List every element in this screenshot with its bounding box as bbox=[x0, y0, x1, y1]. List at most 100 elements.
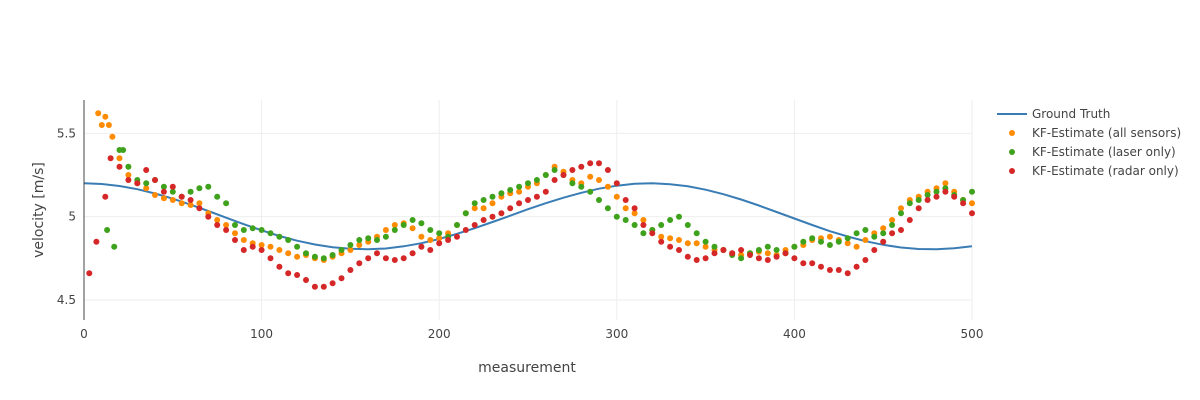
point-series-2 bbox=[427, 227, 434, 233]
legend[interactable]: Ground Truth KF-Estimate (all sensors) KF-… bbox=[997, 107, 1181, 178]
point-series-1 bbox=[622, 205, 629, 212]
point-series-1 bbox=[693, 240, 700, 247]
point-series-2 bbox=[658, 222, 665, 228]
point-series-1 bbox=[152, 192, 158, 198]
point-series-3 bbox=[445, 237, 452, 243]
point-series-2 bbox=[303, 250, 309, 257]
point-series-1 bbox=[676, 237, 682, 243]
point-series-3 bbox=[240, 247, 247, 253]
point-series-2 bbox=[311, 253, 318, 260]
point-series-2 bbox=[711, 243, 718, 250]
point-series-3 bbox=[826, 267, 833, 273]
point-series-1 bbox=[862, 237, 869, 243]
point-series-1 bbox=[232, 230, 238, 237]
point-series-1 bbox=[969, 200, 975, 207]
point-series-3 bbox=[604, 167, 611, 173]
y-tick-label: 5 bbox=[68, 210, 76, 224]
point-series-3 bbox=[942, 188, 949, 195]
point-series-2 bbox=[498, 190, 505, 197]
point-series-2 bbox=[391, 227, 398, 233]
point-series-3 bbox=[569, 167, 576, 173]
point-series-1 bbox=[102, 113, 109, 120]
point-series-1 bbox=[658, 233, 665, 240]
point-series-3 bbox=[454, 233, 460, 240]
point-series-1 bbox=[391, 222, 398, 228]
point-series-1 bbox=[143, 185, 150, 192]
point-series-1 bbox=[471, 205, 478, 212]
point-series-3 bbox=[622, 197, 629, 203]
point-series-1 bbox=[880, 225, 887, 232]
legend-item[interactable]: KF-Estimate (laser only) bbox=[1009, 145, 1176, 159]
point-series-2 bbox=[454, 222, 460, 228]
point-series-1 bbox=[267, 243, 274, 250]
point-series-2 bbox=[853, 230, 860, 237]
point-series-2 bbox=[240, 227, 247, 233]
point-series-3 bbox=[102, 193, 109, 200]
point-series-3 bbox=[205, 213, 212, 220]
point-series-3 bbox=[702, 255, 709, 262]
point-series-2 bbox=[418, 220, 425, 227]
point-series-3 bbox=[125, 177, 132, 183]
y-axis-title: velocity [m/s] bbox=[31, 162, 47, 258]
point-series-1 bbox=[489, 200, 496, 207]
point-series-3 bbox=[498, 210, 505, 217]
point-series-1 bbox=[640, 217, 647, 223]
point-series-2 bbox=[596, 197, 602, 203]
point-series-3 bbox=[587, 160, 594, 167]
point-series-2 bbox=[471, 200, 478, 207]
points-layer bbox=[86, 110, 975, 290]
point-series-2 bbox=[267, 230, 274, 237]
point-series-3 bbox=[542, 188, 549, 195]
point-series-3 bbox=[578, 163, 585, 170]
point-series-3 bbox=[214, 222, 221, 228]
point-series-2 bbox=[684, 222, 691, 228]
point-series-2 bbox=[104, 227, 111, 233]
point-series-2 bbox=[844, 235, 851, 242]
point-series-3 bbox=[747, 252, 753, 258]
point-series-3 bbox=[93, 238, 100, 245]
legend-item[interactable]: KF-Estimate (all sensors) bbox=[1009, 126, 1181, 140]
point-series-3 bbox=[560, 172, 567, 178]
point-series-1 bbox=[196, 200, 203, 207]
legend-item[interactable]: KF-Estimate (radar only) bbox=[1009, 164, 1179, 178]
point-series-2 bbox=[933, 188, 940, 195]
point-series-1 bbox=[604, 183, 611, 190]
point-series-3 bbox=[382, 255, 389, 262]
point-series-2 bbox=[160, 183, 167, 190]
point-series-3 bbox=[436, 240, 443, 247]
point-series-3 bbox=[516, 200, 523, 207]
point-series-2 bbox=[365, 235, 372, 242]
point-series-2 bbox=[533, 177, 540, 183]
point-series-3 bbox=[880, 238, 887, 245]
point-series-3 bbox=[533, 193, 540, 200]
point-series-3 bbox=[232, 237, 238, 243]
point-series-2 bbox=[111, 243, 118, 250]
point-series-1 bbox=[240, 237, 247, 243]
point-series-3 bbox=[844, 270, 851, 277]
point-series-1 bbox=[427, 237, 434, 243]
point-series-2 bbox=[329, 252, 336, 258]
point-series-2 bbox=[525, 180, 531, 187]
point-series-3 bbox=[134, 180, 141, 187]
x-tick-label: 0 bbox=[80, 327, 88, 341]
legend-item[interactable]: Ground Truth bbox=[997, 107, 1110, 121]
point-series-1 bbox=[702, 243, 709, 250]
point-series-3 bbox=[480, 217, 487, 223]
point-series-2 bbox=[320, 255, 327, 262]
point-series-3 bbox=[365, 255, 372, 262]
point-series-2 bbox=[196, 185, 203, 192]
point-series-2 bbox=[924, 192, 931, 198]
point-series-3 bbox=[951, 193, 958, 200]
point-series-1 bbox=[98, 122, 105, 128]
point-series-1 bbox=[178, 200, 185, 207]
point-series-3 bbox=[223, 227, 230, 233]
point-series-2 bbox=[809, 235, 816, 242]
point-series-2 bbox=[773, 247, 780, 253]
point-series-1 bbox=[613, 193, 620, 200]
point-series-3 bbox=[711, 250, 718, 257]
point-series-3 bbox=[418, 243, 425, 250]
point-series-2 bbox=[738, 255, 745, 262]
point-series-2 bbox=[889, 222, 896, 228]
point-series-2 bbox=[276, 233, 283, 240]
point-series-2 bbox=[862, 227, 869, 233]
